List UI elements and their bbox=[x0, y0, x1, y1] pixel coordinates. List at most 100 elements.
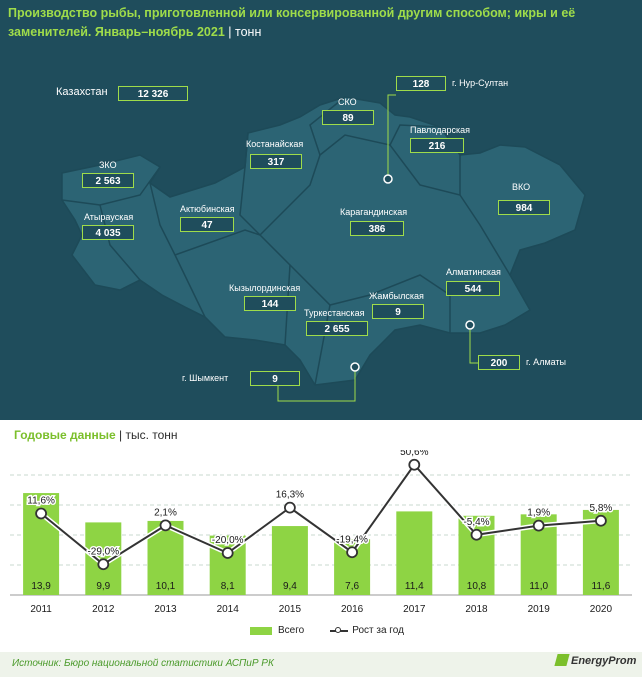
region-borders bbox=[61, 96, 511, 386]
growth-point-2019 bbox=[532, 519, 545, 532]
growth-label-2020: 5,8% bbox=[590, 503, 613, 514]
growth-label-2013: 2,1% bbox=[154, 507, 177, 518]
x-tick-2018: 2018 bbox=[465, 604, 488, 615]
brand-logo: EnergyProm bbox=[554, 654, 637, 667]
bar-label-2016: 7,6 bbox=[345, 581, 359, 592]
bar-label-2018: 10,8 bbox=[467, 581, 487, 592]
region-label-zko: ЗКО bbox=[99, 160, 117, 170]
annual-chart: 13,9 2011 9,9 2012 10,1 2013 8,1 2014 9,4 2015 7,6… bbox=[10, 450, 632, 615]
bar-label-2011: 13,9 bbox=[31, 581, 51, 592]
bar-2017 bbox=[396, 511, 433, 595]
annual-title-text: Годовые данные bbox=[14, 428, 116, 442]
growth-label-2017: 50,6% bbox=[400, 450, 428, 458]
nursultan-dot bbox=[383, 174, 393, 184]
annual-title: Годовые данные | тыс. тонн bbox=[14, 428, 178, 442]
region-label-pavlodar: Павлодарская bbox=[410, 125, 470, 135]
city-label-almaty: г. Алматы bbox=[526, 357, 567, 367]
region-value-zhambyl: 9 bbox=[372, 304, 424, 319]
map-shape bbox=[61, 94, 586, 402]
bar-2015 bbox=[271, 526, 308, 595]
border-zko bbox=[61, 166, 161, 206]
shymkent-dot bbox=[350, 362, 360, 372]
region-label-sko: СКО bbox=[338, 97, 357, 107]
region-value-kyzylorda: 144 bbox=[244, 296, 296, 311]
bar-label-2013: 10,1 bbox=[156, 581, 176, 592]
chart-legend: Всего Рост за год bbox=[250, 625, 404, 636]
border-aktobe bbox=[149, 182, 206, 318]
annual-section: Годовые данные | тыс. тонн 13,9 2011 9,9 20… bbox=[0, 420, 642, 677]
x-tick-2017: 2017 bbox=[403, 604, 426, 615]
growth-label-2012: -29,0% bbox=[87, 546, 119, 557]
growth-label-2014: -20,0% bbox=[212, 535, 244, 546]
growth-line bbox=[40, 463, 601, 566]
border-turkestan bbox=[314, 304, 331, 386]
border-pavlodar bbox=[389, 124, 461, 195]
border-sko bbox=[309, 96, 346, 156]
growth-label-2011: 11,6% bbox=[27, 496, 55, 507]
connector-nursultan bbox=[387, 94, 396, 177]
page-title: Производство рыбы, приготовленной или ко… bbox=[8, 4, 628, 42]
city-label-nursultan: г. Нур-Султан bbox=[452, 78, 509, 88]
annual-unit: | тыс. тонн bbox=[119, 428, 178, 442]
growth-label-2019: 1,9% bbox=[527, 508, 550, 519]
growth-point-2015 bbox=[283, 501, 296, 514]
almaty-dot bbox=[465, 320, 475, 330]
growth-point-2016 bbox=[346, 546, 359, 559]
bar-label-2020: 11,6 bbox=[592, 581, 611, 592]
x-tick-2015: 2015 bbox=[279, 604, 302, 615]
border-atyrau bbox=[99, 204, 141, 281]
region-label-karaganda: Карагандинская bbox=[340, 207, 408, 217]
border-kostanay bbox=[239, 132, 261, 236]
region-label-atyrau: Атырауская bbox=[84, 212, 134, 222]
kazakhstan-value: 12 326 bbox=[118, 86, 188, 101]
growth-point-2017 bbox=[408, 458, 421, 471]
region-label-kyzylorda: Кызылординская bbox=[229, 283, 301, 293]
growth-point-2020 bbox=[595, 514, 607, 527]
city-value-almaty: 200 bbox=[478, 355, 520, 370]
kazakhstan-map: Казахстан 12 326 ЗКО 2 563 Атырауская 4 … bbox=[0, 55, 642, 420]
region-value-sko: 89 bbox=[322, 110, 374, 125]
x-tick-2014: 2014 bbox=[217, 604, 240, 615]
title-unit: | тонн bbox=[228, 25, 262, 39]
bar-label-2012: 9,9 bbox=[96, 581, 110, 592]
kazakhstan-label: Казахстан bbox=[56, 86, 108, 98]
city-label-shymkent: г. Шымкент bbox=[182, 373, 229, 383]
region-value-vko: 984 bbox=[498, 200, 550, 215]
growth-point-2014 bbox=[221, 547, 234, 559]
region-label-zhambyl: Жамбылская bbox=[369, 291, 424, 301]
bar-label-2014: 8,1 bbox=[221, 581, 235, 592]
city-value-shymkent: 9 bbox=[250, 371, 300, 386]
title-unit-text: тонн bbox=[235, 25, 262, 39]
region-value-turkestan: 2 655 bbox=[306, 321, 368, 336]
map-outline bbox=[61, 96, 586, 386]
region-value-atyrau: 4 035 bbox=[82, 225, 134, 240]
region-value-pavlodar: 216 bbox=[410, 138, 464, 153]
footer-bar bbox=[0, 652, 642, 677]
legend-line-swatch bbox=[330, 626, 349, 633]
region-label-almaty-oblast: Алматинская bbox=[446, 267, 501, 277]
connector-lines bbox=[277, 94, 478, 402]
bar-label-2017: 11,4 bbox=[405, 581, 424, 592]
bar-label-2019: 11,0 bbox=[529, 581, 548, 592]
growth-point-2018 bbox=[470, 528, 483, 541]
growth-point-2013 bbox=[159, 519, 172, 532]
region-label-kostanay: Костанайская bbox=[246, 139, 304, 149]
x-tick-2013: 2013 bbox=[154, 604, 177, 615]
brand-name: EnergyProm bbox=[571, 655, 637, 667]
region-label-turkestan: Туркестанская bbox=[304, 308, 365, 318]
region-value-zko: 2 563 bbox=[82, 173, 134, 188]
region-label-aktobe: Актюбинская bbox=[180, 204, 235, 214]
growth-label-2016: -19,4% bbox=[336, 534, 368, 545]
legend-line-label: Рост за год bbox=[352, 625, 404, 636]
city-value-nursultan: 128 bbox=[396, 76, 446, 91]
border-zhambyl bbox=[289, 264, 451, 333]
source-text: Источник: Бюро национальной статистики А… bbox=[12, 658, 274, 669]
x-tick-2020: 2020 bbox=[590, 604, 613, 615]
x-tick-2016: 2016 bbox=[341, 604, 364, 615]
x-tick-2019: 2019 bbox=[528, 604, 551, 615]
legend-bar-label: Всего bbox=[278, 625, 305, 636]
annual-unit-text: тыс. тонн bbox=[125, 428, 178, 442]
region-value-almaty-oblast: 544 bbox=[446, 281, 500, 296]
connector-shymkent bbox=[277, 370, 356, 402]
x-tick-2012: 2012 bbox=[92, 604, 115, 615]
